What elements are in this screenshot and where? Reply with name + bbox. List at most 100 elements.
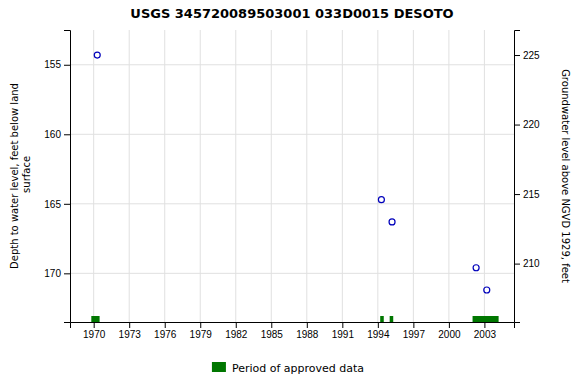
tick: 1997 [403, 322, 426, 340]
tick-label: 1997 [403, 329, 426, 340]
tick-label: 1976 [154, 329, 177, 340]
tick-mark [514, 55, 520, 56]
grid-line-x [271, 30, 272, 322]
tick-label: 1991 [332, 329, 355, 340]
tick: 220 [514, 119, 540, 130]
tick-label: 1985 [261, 329, 284, 340]
grid-line-y [70, 134, 514, 135]
tick: 165 [44, 199, 70, 210]
data-point [484, 287, 490, 293]
grid [70, 30, 514, 322]
tick-label: 1994 [367, 329, 390, 340]
tick-label: 215 [523, 189, 540, 200]
tick-mark [64, 204, 70, 205]
grid-line-x [129, 30, 130, 322]
plot: 1970 1973 1976 1979 1982 1985 1988 1991 1994 1997… [44, 30, 540, 340]
grid-line-x [484, 30, 485, 322]
tick: 1985 [261, 322, 284, 340]
grid-line-x [377, 30, 378, 322]
grid-line-y [70, 64, 514, 65]
grid-line-y [70, 203, 514, 204]
tick-label: 1988 [296, 329, 319, 340]
chart: 1970 1973 1976 1979 1982 1985 1988 1991 1994 1997… [0, 0, 576, 384]
tick: 1994 [367, 322, 390, 340]
tick-mark [307, 322, 308, 328]
tick: 155 [44, 59, 70, 70]
approved-period [390, 316, 394, 322]
tick-label: 2003 [474, 329, 497, 340]
title: USGS 345720089503001 033D0015 DESOTO [130, 6, 453, 21]
tick-label: 1973 [119, 329, 142, 340]
y-axis: 155 160 165 170 [44, 31, 70, 323]
data-point [378, 197, 384, 203]
tick-mark [413, 322, 414, 328]
tick-mark [484, 322, 485, 328]
tick: 1970 [83, 322, 106, 340]
tick-label: 1982 [225, 329, 248, 340]
tick-label: 220 [523, 119, 540, 130]
grid-line-x [93, 30, 94, 322]
tick-mark [449, 322, 450, 328]
grid-line-x [235, 30, 236, 322]
tick-mark [64, 134, 70, 135]
tick-mark [378, 322, 379, 328]
legend-swatch [212, 362, 226, 372]
grid-line-x [164, 30, 165, 322]
axis-line [515, 31, 521, 323]
tick: 2003 [474, 322, 497, 340]
tick: 1982 [225, 322, 248, 340]
tick-mark [64, 65, 70, 66]
tick: 160 [44, 129, 70, 140]
tick-mark [514, 125, 520, 126]
tick: 1976 [154, 322, 177, 340]
tick-label: 1970 [83, 329, 106, 340]
tick-label: 165 [44, 199, 61, 210]
tick-label: 210 [523, 258, 540, 269]
grid-line-x [306, 30, 307, 322]
approved-period [91, 316, 99, 322]
tick: 215 [514, 189, 540, 200]
y-axis-title: Depth to water level, feet below land su… [9, 83, 32, 269]
tick: 170 [44, 268, 70, 279]
grid-line-x [200, 30, 201, 322]
grid-line-x [413, 30, 414, 322]
legend: Period of approved data [212, 362, 364, 375]
tick-mark [271, 322, 272, 328]
data-point [473, 265, 479, 271]
approved-period [380, 316, 384, 322]
marks [91, 52, 498, 322]
tick-mark [236, 322, 237, 328]
tick: 210 [514, 258, 540, 269]
x-axis: 1970 1973 1976 1979 1982 1985 1988 1991 1994 1997… [71, 322, 515, 340]
axis-line [71, 323, 515, 329]
tick-mark [342, 322, 343, 328]
data-point [94, 52, 100, 58]
tick: 225 [514, 50, 540, 61]
tick-mark [94, 322, 95, 328]
tick: 1988 [296, 322, 319, 340]
axis-line [64, 31, 71, 323]
tick-label: 2000 [438, 329, 461, 340]
y2-axis: 225 220 215 210 [514, 31, 540, 323]
grid-line-x [342, 30, 343, 322]
tick: 1973 [119, 322, 142, 340]
tick-mark [129, 322, 130, 328]
grid-line-y [70, 273, 514, 274]
tick: 1991 [332, 322, 355, 340]
tick-mark [514, 264, 520, 265]
tick-label: 225 [523, 50, 540, 61]
approved-period [473, 316, 499, 322]
grid-line-x [448, 30, 449, 322]
data-point [389, 219, 395, 225]
tick-mark [200, 322, 201, 328]
tick: 1979 [190, 322, 213, 340]
tick-mark [514, 194, 520, 195]
tick-label: 160 [44, 129, 61, 140]
y2-axis-title: Groundwater level above NGVD 1929, feet [560, 69, 571, 283]
tick-label: 170 [44, 268, 61, 279]
tick-mark [64, 273, 70, 274]
tick-label: 1979 [190, 329, 213, 340]
legend-label: Period of approved data [232, 362, 364, 375]
tick-label: 155 [44, 59, 61, 70]
tick: 2000 [438, 322, 461, 340]
